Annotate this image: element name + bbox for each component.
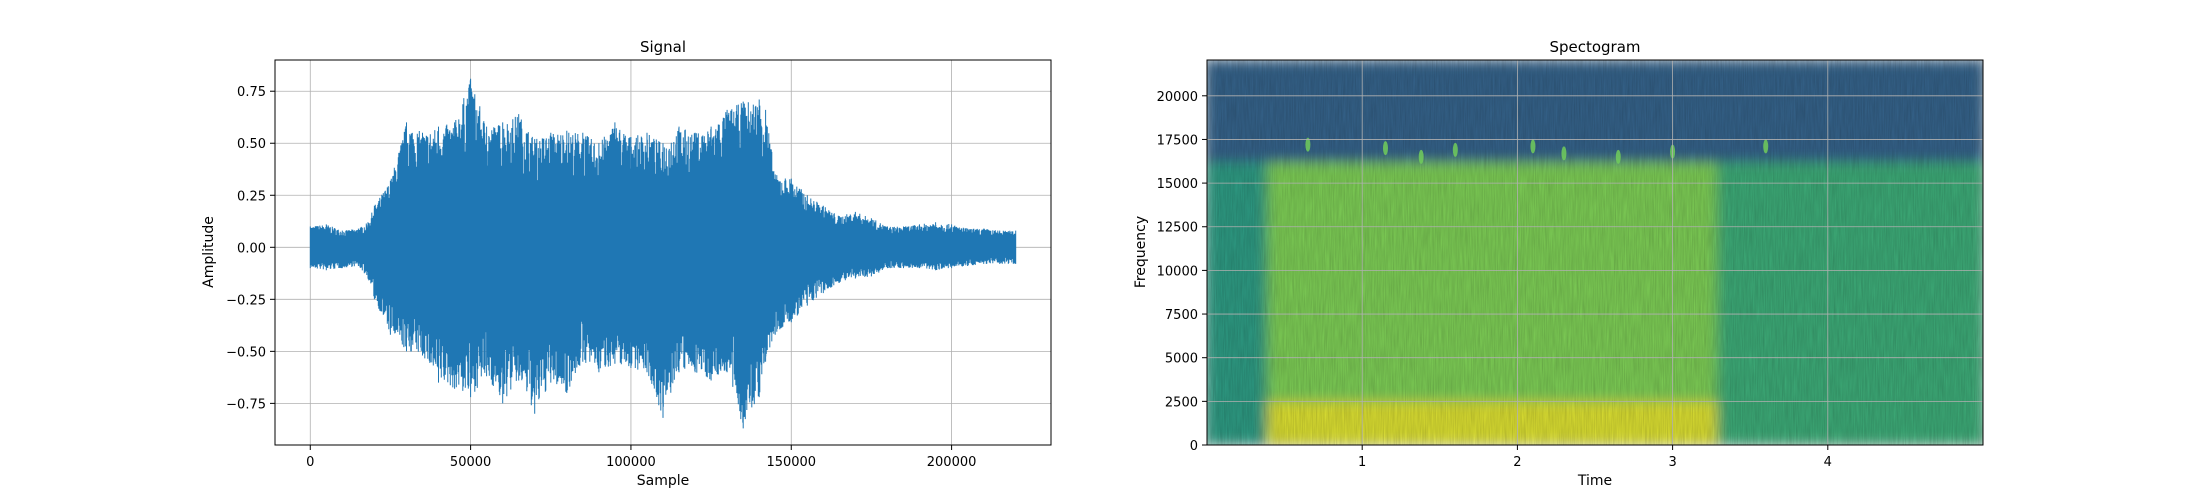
spectrogram-y-axis-label: Frequency <box>1133 216 1149 288</box>
spectrogram-peak <box>1382 141 1388 156</box>
signal-y-ticks: −0.75 −0.50 −0.25 0.00 0.25 0.50 0.75 <box>226 85 275 412</box>
spectrogram-x-tick-label: 4 <box>1824 455 1832 470</box>
spectrogram-y-ticks: 0 2500 5000 7500 10000 12500 15000 17500 20000 <box>1157 90 1207 454</box>
spectrogram-y-tick-label: 20000 <box>1157 90 1198 105</box>
spectrogram-x-ticks: 1 2 3 4 <box>1358 445 1832 470</box>
signal-y-tick-label: −0.75 <box>226 397 266 412</box>
spectrogram-y-tick-label: 2500 <box>1165 395 1198 410</box>
spectrogram-x-tick-label: 3 <box>1668 455 1676 470</box>
signal-y-axis-label: Amplitude <box>201 216 217 288</box>
signal-x-tick-label: 200000 <box>927 455 977 470</box>
spectrogram-grid <box>1207 60 1983 446</box>
spectrogram-y-tick-label: 15000 <box>1157 177 1198 192</box>
spectrogram-x-tick-label: 2 <box>1513 455 1521 470</box>
spectrogram-peaks <box>1305 137 1769 164</box>
spectrogram-peak <box>1452 142 1458 157</box>
spectrogram-image <box>1207 60 1983 445</box>
signal-x-tick-label: 100000 <box>606 455 656 470</box>
signal-x-ticks: 0 50000 100000 150000 200000 <box>306 445 976 470</box>
signal-panel: 0 50000 100000 150000 200000 −0.75 −0.50 −0.25… <box>201 38 1052 489</box>
signal-axes-frame <box>274 59 1052 446</box>
signal-y-tick-label: 0.00 <box>237 241 266 256</box>
signal-y-tick-label: 0.25 <box>237 189 266 204</box>
signal-title: Signal <box>640 38 686 56</box>
signal-series-line <box>309 78 1017 429</box>
spectrogram-peak <box>1530 139 1536 154</box>
signal-y-tick-label: −0.25 <box>226 293 266 308</box>
spectrogram-axes-frame <box>1206 59 1984 446</box>
spectrogram-peak <box>1561 146 1567 161</box>
spectrogram-y-tick-label: 17500 <box>1157 133 1198 148</box>
spectrogram-peak <box>1615 149 1621 164</box>
spectrogram-peak <box>1418 149 1424 164</box>
spectrogram-y-tick-label: 12500 <box>1157 221 1198 236</box>
spectrogram-peak <box>1763 139 1769 154</box>
spectrogram-peak <box>1305 137 1311 152</box>
spectrogram-x-tick-label: 1 <box>1358 455 1366 470</box>
signal-y-tick-label: 0.75 <box>237 85 266 100</box>
signal-plot-area <box>309 78 1017 429</box>
spectrogram-y-tick-label: 7500 <box>1165 308 1198 323</box>
signal-x-axis-label: Sample <box>637 473 690 489</box>
spectrogram-x-axis-label: Time <box>1577 473 1612 489</box>
spectrogram-panel: 1 2 3 4 0 2500 5000 7500 10000 12500 15000 17500 20… <box>1133 38 1984 489</box>
spectrogram-y-tick-label: 5000 <box>1165 352 1198 367</box>
spectrogram-title: Spectogram <box>1549 38 1640 56</box>
spectrogram-y-tick-label: 0 <box>1190 439 1198 454</box>
signal-x-tick-label: 50000 <box>450 455 491 470</box>
signal-x-tick-label: 150000 <box>766 455 816 470</box>
signal-x-tick-label: 0 <box>306 455 314 470</box>
spectrogram-texture <box>1207 60 1983 445</box>
signal-y-tick-label: 0.50 <box>237 137 266 152</box>
spectrogram-y-tick-label: 10000 <box>1157 264 1198 279</box>
signal-y-tick-label: −0.50 <box>226 345 266 360</box>
